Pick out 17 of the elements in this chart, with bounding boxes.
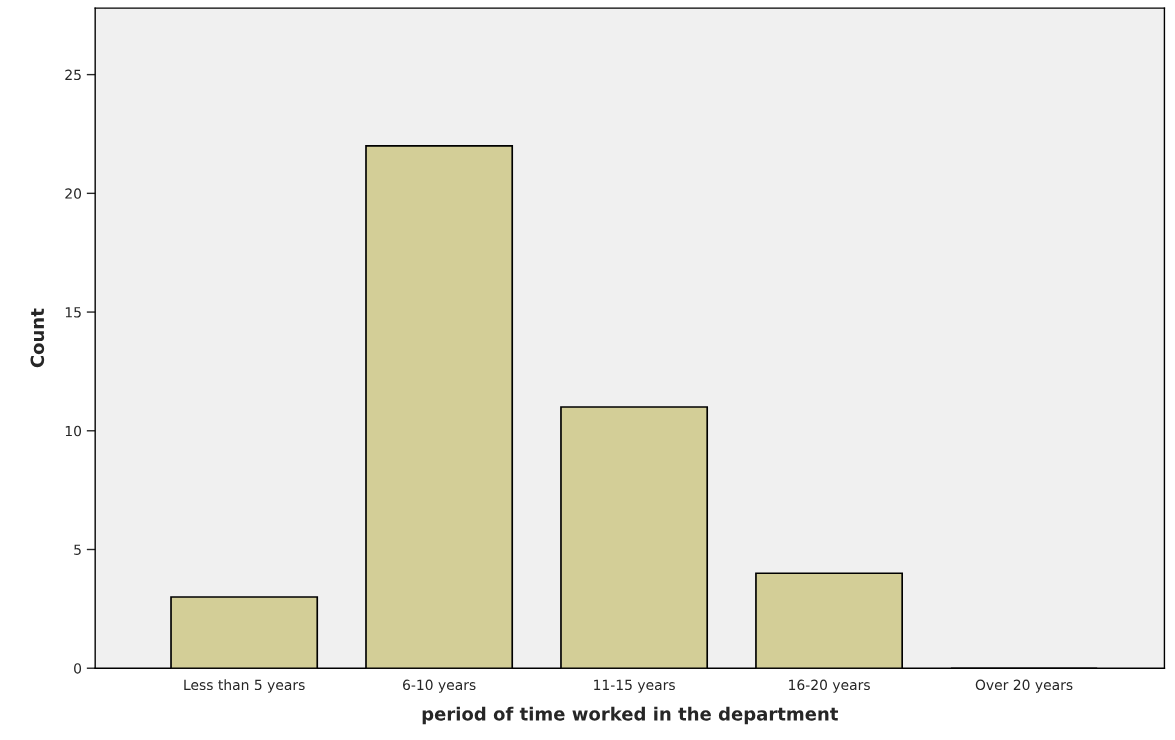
x-tick-label: 11-15 years — [594, 679, 675, 693]
bar — [560, 406, 709, 669]
y-tick-label: 15 — [65, 307, 81, 318]
y-tick-label: 25 — [65, 69, 81, 81]
bar — [365, 145, 514, 669]
y-tick-label: 5 — [74, 544, 81, 555]
y-tick-label: 20 — [65, 188, 82, 199]
y-tick-label: 10 — [65, 425, 82, 437]
x-tick-label: 16-20 years — [789, 679, 870, 693]
x-tick-label: 6-10 years — [403, 679, 476, 693]
x-axis-title: period of time worked in the department — [422, 706, 839, 725]
y-tick-label: 0 — [74, 663, 82, 674]
x-tick-label: Less than 5 years — [184, 679, 305, 693]
bar — [170, 596, 319, 669]
x-tick-label: Over 20 years — [975, 679, 1073, 693]
y-axis-title: Count — [30, 308, 45, 368]
bar — [755, 572, 904, 669]
